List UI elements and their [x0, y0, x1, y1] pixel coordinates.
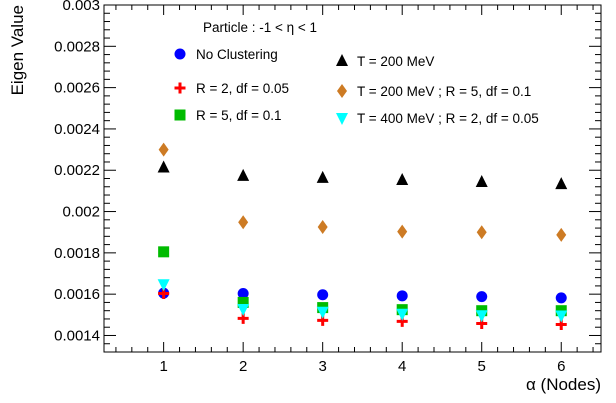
y-tick-label: 0.0022 [54, 162, 100, 179]
data-markers [157, 142, 568, 331]
x-axis-title: α (Nodes) [526, 375, 601, 394]
data-point [237, 288, 249, 300]
data-point [237, 296, 249, 308]
data-point [476, 291, 488, 303]
data-point [555, 292, 567, 304]
y-tick-label: 0.0028 [54, 38, 100, 55]
y-tick-label: 0.003 [62, 0, 100, 14]
data-point [238, 215, 249, 230]
data-point [157, 279, 170, 292]
data-point [317, 289, 329, 301]
y-tick-label: 0.0014 [54, 327, 100, 344]
x-tick-label: 1 [159, 358, 167, 375]
legend: Particle : -1 < η < 1 No Clustering R = 2… [174, 20, 539, 126]
data-point [396, 308, 409, 321]
legend-label: R = 5, df = 0.1 [196, 108, 282, 123]
axis-ticks [104, 4, 601, 353]
legend-marker [174, 82, 186, 94]
legend-label: No Clustering [196, 47, 278, 62]
data-point [317, 220, 328, 235]
data-point [396, 172, 409, 185]
data-point [158, 142, 169, 157]
data-point [316, 170, 329, 183]
x-tick-label: 6 [557, 358, 565, 375]
y-tick-label: 0.002 [62, 204, 100, 221]
y-tick-label: 0.0024 [54, 121, 100, 138]
y-axis-title: Eigen Value [8, 5, 27, 95]
y-tick-label: 0.0016 [54, 286, 100, 303]
data-point [157, 160, 170, 173]
x-tick-label: 2 [239, 358, 247, 375]
x-tick-label: 3 [319, 358, 327, 375]
data-point [556, 227, 567, 242]
data-point [397, 224, 408, 239]
data-point [158, 246, 170, 258]
legend-header: Particle : -1 < η < 1 [203, 20, 317, 35]
x-tick-label: 4 [398, 358, 406, 375]
axis-tick-labels: 1 2 3 4 5 6 0.0014 0.0016 0.0018 0.002 0.0022 0.002… [54, 0, 565, 375]
legend-marker [174, 48, 186, 60]
legend-label: T = 400 MeV ; R = 2, df = 0.05 [357, 111, 539, 126]
data-point [475, 310, 488, 323]
data-point [476, 225, 487, 240]
data-point [237, 168, 250, 181]
legend-label: T = 200 MeV [357, 54, 434, 69]
data-point [396, 290, 408, 302]
legend-marker [337, 84, 347, 98]
data-point [316, 306, 329, 319]
legend-label: R = 2, df = 0.05 [196, 81, 289, 96]
legend-marker [336, 113, 348, 125]
y-tick-label: 0.0026 [54, 80, 100, 97]
data-point [555, 310, 568, 323]
data-point [237, 304, 250, 317]
legend-marker [336, 54, 348, 66]
legend-marker [174, 109, 186, 121]
data-point [475, 175, 488, 188]
y-tick-label: 0.0018 [54, 245, 100, 262]
data-point [555, 177, 568, 190]
legend-label: T = 200 MeV ; R = 5, df = 0.1 [357, 84, 531, 99]
x-tick-label: 5 [478, 358, 486, 375]
